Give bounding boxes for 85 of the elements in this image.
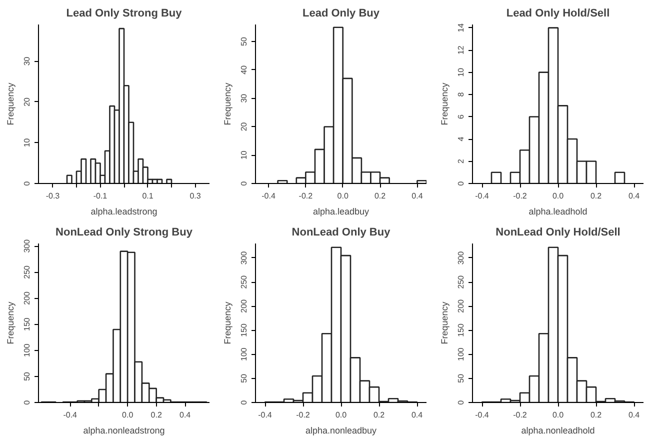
x-axis-title: alpha.nonleadstrong: [83, 426, 165, 436]
x-tick-label: 0.2: [150, 410, 162, 420]
chart-title: Lead Only Hold/Sell: [506, 8, 610, 20]
y-tick-label: 200: [240, 298, 248, 313]
chart-title: NonLead Only Hold/Sell: [496, 226, 620, 238]
y-tick-label: 30: [22, 56, 32, 66]
x-axis-title: alpha.nonleadhold: [521, 426, 595, 436]
y-tick-label: 4: [456, 136, 466, 142]
y-tick-label: 0: [456, 180, 466, 186]
y-tick-label: 100: [240, 347, 248, 361]
chart-title: NonLead Only Strong Buy: [56, 226, 194, 238]
y-tick-label: 2: [456, 158, 466, 164]
y-tick-label: 250: [456, 274, 466, 289]
x-tick-label: -0.1: [93, 192, 108, 200]
y-tick-label: 50: [240, 36, 248, 46]
y-axis-title: Frequency: [222, 301, 232, 344]
x-axis-title: alpha.leadhold: [528, 206, 588, 216]
x-tick-label: 0.1: [142, 192, 154, 200]
x-tick-label: -0.4: [475, 192, 490, 200]
x-axis-title: alpha.leadbuy: [312, 206, 370, 216]
y-axis-title: Frequency: [222, 82, 232, 126]
y-tick-label: 300: [22, 238, 32, 253]
y-tick-label: 0: [240, 400, 248, 405]
y-tick-label: 250: [22, 264, 32, 279]
chart-title: NonLead Only Buy: [292, 226, 392, 238]
y-tick-label: 300: [456, 250, 466, 265]
x-tick-label: -0.2: [513, 410, 528, 420]
y-tick-label: 50: [456, 373, 466, 383]
x-tick-label: -0.4: [262, 192, 276, 200]
y-tick-label: 300: [240, 250, 248, 265]
x-tick-label: 0.0: [552, 410, 564, 420]
x-tick-label: 0.2: [374, 192, 386, 200]
x-tick-label: 0.0: [552, 192, 564, 200]
chart-title: Lead Only Buy: [302, 8, 380, 20]
y-tick-label: 50: [22, 371, 32, 381]
y-tick-label: 40: [240, 64, 248, 74]
y-tick-label: 150: [456, 323, 466, 337]
y-tick-label: 10: [240, 150, 248, 160]
y-tick-label: 14: [456, 22, 466, 32]
y-tick-label: 0: [456, 400, 466, 405]
y-tick-label: 100: [22, 343, 32, 358]
x-axis-title: alpha.nonleadbuy: [305, 426, 378, 436]
y-tick-label: 0: [240, 180, 248, 186]
y-tick-label: 250: [240, 274, 248, 289]
y-axis-title: Frequency: [6, 301, 16, 344]
y-axis-title: Frequency: [6, 82, 16, 126]
y-tick-label: 150: [22, 317, 32, 331]
y-tick-label: 50: [240, 373, 248, 383]
y-tick-label: 8: [456, 92, 466, 97]
y-tick-label: 0: [22, 180, 32, 186]
x-tick-label: -0.2: [296, 410, 310, 420]
x-tick-label: 0.0: [335, 410, 348, 420]
x-tick-label: 0.0: [122, 410, 134, 420]
x-tick-label: 0.2: [590, 192, 602, 200]
x-tick-label: -0.2: [298, 192, 314, 200]
x-tick-label: 0.2: [373, 410, 386, 420]
y-tick-label: 150: [240, 323, 248, 337]
x-tick-label: 0.4: [628, 410, 640, 420]
y-axis-title: Frequency: [440, 301, 450, 344]
y-tick-label: 6: [456, 114, 466, 120]
x-tick-label: -0.3: [46, 192, 60, 200]
x-tick-label: 0.4: [412, 192, 424, 200]
y-tick-label: 0: [22, 400, 32, 405]
x-tick-label: 0.4: [628, 192, 640, 200]
x-tick-label: -0.4: [475, 410, 490, 420]
x-tick-label: 0.4: [411, 410, 424, 420]
y-tick-label: 20: [240, 122, 248, 132]
y-tick-label: 200: [22, 291, 32, 305]
x-tick-label: -0.2: [513, 192, 528, 200]
x-tick-label: -0.4: [63, 410, 78, 420]
y-tick-label: 30: [240, 93, 248, 103]
y-tick-label: 100: [456, 347, 466, 361]
x-tick-label: -0.4: [258, 410, 272, 420]
x-tick-label: 0.3: [190, 192, 202, 200]
x-axis-title: alpha.leadstrong: [90, 206, 158, 216]
y-tick-label: 200: [456, 298, 466, 313]
y-axis-title: Frequency: [440, 82, 450, 126]
y-tick-label: 12: [456, 45, 466, 55]
x-tick-label: 0.4: [180, 410, 192, 420]
x-tick-label: 0.2: [590, 410, 602, 420]
y-tick-label: 20: [22, 96, 32, 106]
y-tick-label: 10: [456, 67, 466, 77]
y-tick-label: 10: [22, 138, 32, 148]
x-tick-label: 0.0: [337, 192, 349, 200]
chart-title: Lead Only Strong Buy: [66, 8, 183, 20]
